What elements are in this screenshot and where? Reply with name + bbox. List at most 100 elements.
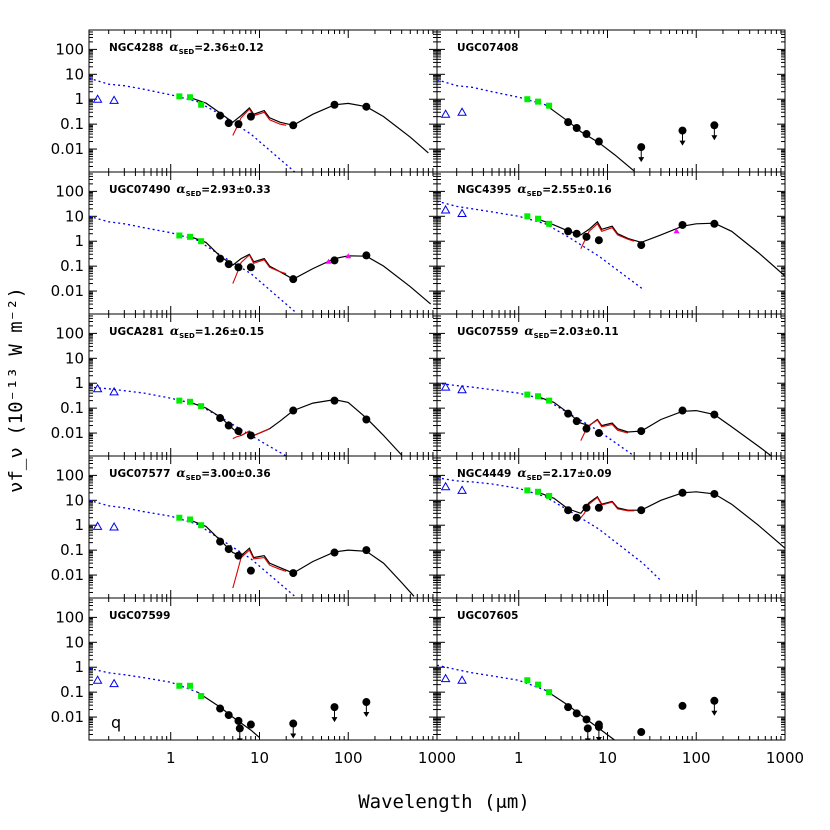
ir-point <box>564 703 573 712</box>
y-tick-label: 10 <box>65 207 84 225</box>
y-tick-label: 0.1 <box>60 683 84 701</box>
plot-area <box>89 77 429 172</box>
upper-limit-point <box>235 724 244 740</box>
x-tick-label: 1000 <box>418 749 456 767</box>
upper-limit-point <box>330 703 339 723</box>
ir-point <box>234 427 243 436</box>
y-tick-label: 0.01 <box>51 708 84 726</box>
ir-point <box>234 551 243 560</box>
galaxy-name: UGC07490 <box>109 184 170 196</box>
sed-model-line <box>188 235 432 305</box>
ir-point <box>637 427 646 436</box>
ir-point <box>216 111 225 120</box>
stellar-model-line <box>437 664 546 691</box>
nir-point <box>176 397 183 404</box>
upper-limit-arrow <box>290 733 297 739</box>
axis-ticks <box>437 313 785 456</box>
ir-point <box>572 123 581 132</box>
alpha-symbol: α <box>169 40 178 54</box>
y-tick-label: 10 <box>65 633 84 651</box>
galaxy-name: UGC07408 <box>457 42 518 54</box>
ir-point <box>234 120 243 129</box>
galaxy-name: UGC07559 <box>457 326 518 338</box>
panel-label: UGC07490 αSED=2.93±0.33 <box>109 182 271 198</box>
sed-panel: 1 10 100 1000 UGC07605 <box>436 597 804 767</box>
ir-point <box>710 489 719 498</box>
y-tick-label: 10 <box>65 491 84 509</box>
x-tick-label: 100 <box>334 749 363 767</box>
panel-label: NGC4395 αSED=2.55±0.16 <box>457 182 612 198</box>
mips-point <box>325 258 332 264</box>
stellar-model-line <box>89 386 287 456</box>
y-tick-label: 1 <box>74 90 84 108</box>
ir-point <box>246 112 255 121</box>
nir-point <box>176 514 183 521</box>
ir-point <box>362 415 371 424</box>
uv-point <box>457 208 467 217</box>
ir-point <box>216 254 225 263</box>
alpha-symbol: α <box>176 466 185 480</box>
y-tick-label: 0.01 <box>51 282 84 300</box>
ir-point <box>564 118 573 127</box>
alpha-subscript: SED <box>179 332 195 340</box>
nir-point <box>198 238 205 245</box>
ir-point <box>330 100 339 109</box>
mips-point <box>345 253 352 259</box>
ir-point <box>216 414 225 423</box>
y-tick-label: 100 <box>55 40 84 58</box>
nir-point <box>524 213 531 220</box>
y-axis-title: νf_ν (10⁻¹³ W m⁻²) <box>5 287 27 493</box>
nir-point <box>524 391 531 398</box>
alpha-subscript: SED <box>527 190 543 198</box>
y-tick-label: 0.1 <box>60 257 84 275</box>
ir-point <box>564 506 573 515</box>
ir-point <box>637 506 646 515</box>
ir-point <box>594 137 603 146</box>
plot-area <box>437 200 785 290</box>
y-tick-label: 1 <box>74 232 84 250</box>
ir-point <box>564 227 573 236</box>
upper-limit-arrow <box>331 717 338 723</box>
sed-panel: UGC07408 <box>436 29 786 173</box>
ir-point <box>224 421 233 430</box>
ir-point <box>572 417 581 426</box>
stellar-model-line <box>89 215 296 313</box>
ir-point <box>678 701 687 710</box>
alpha-subscript: SED <box>179 48 195 56</box>
stellar-model-line <box>89 667 198 693</box>
nir-point <box>524 487 531 494</box>
ir-point <box>224 545 233 554</box>
ir-point <box>582 715 591 724</box>
y-tick-label: 100 <box>55 324 84 342</box>
nir-point <box>176 682 183 689</box>
ir-point <box>246 720 255 729</box>
plot-area <box>89 215 432 313</box>
plot-area <box>437 664 719 740</box>
sed-panel: 0.01 0.1 1 10 100 UGC07490 αSED=2.93±0.33 <box>51 171 438 315</box>
upper-limit-arrow <box>711 135 718 141</box>
panel-label: NGC4449 αSED=2.17±0.09 <box>457 466 612 482</box>
plot-area <box>437 477 785 582</box>
alpha-symbol: α <box>176 182 185 196</box>
y-tick-label: 10 <box>65 349 84 367</box>
ir-point <box>678 220 687 229</box>
x-axis-title: Wavelength (μm) <box>358 791 530 813</box>
galaxy-name: UGC07577 <box>109 468 170 480</box>
sed-panel: 0.01 0.1 1 10 100 1 10 100 1000 UGC07599 q <box>51 597 456 767</box>
sed-model-line <box>545 104 635 172</box>
alpha-symbol: α <box>517 182 526 196</box>
ir-point <box>362 251 371 260</box>
y-tick-label: 10 <box>65 65 84 83</box>
corner-label: q <box>111 713 121 732</box>
sed-panel: 0.01 0.1 1 10 100 UGCA281 αSED=1.26±0.15 <box>51 313 438 457</box>
upper-limit-arrow <box>595 736 602 740</box>
ir-point <box>594 429 603 438</box>
uv-point <box>92 383 103 393</box>
uv-point <box>440 673 451 683</box>
nir-point <box>187 233 194 240</box>
nir-point <box>535 98 542 105</box>
sed-model-line <box>188 518 415 597</box>
uv-point <box>440 481 451 491</box>
nir-point <box>546 689 553 696</box>
uv-point <box>440 204 451 214</box>
